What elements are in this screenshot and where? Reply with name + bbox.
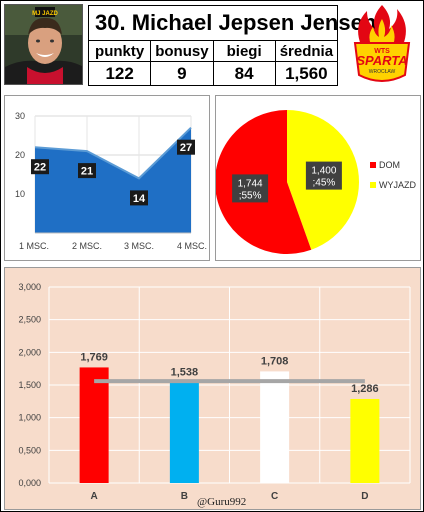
area-x-tick-label: 1 MSC.	[19, 241, 49, 251]
pie-legend-label: DOM	[379, 160, 400, 170]
area-x-tick-label: 2 MSC.	[72, 241, 102, 251]
area-x-tick-label: 4 MSC.	[177, 241, 207, 251]
stat-value-points: 122	[87, 61, 152, 86]
area-data-label-box	[31, 159, 49, 175]
pie-data-label: 1,400	[311, 166, 336, 177]
area-x-tick-label: 3 MSC.	[124, 241, 154, 251]
bar-y-tick-label: 0,000	[18, 478, 41, 488]
area-data-label: 14	[133, 193, 146, 205]
area-data-label-box	[130, 190, 148, 206]
stat-header-average: średnia	[274, 40, 339, 62]
area-series-fill	[35, 127, 191, 233]
area-data-label: 27	[180, 142, 192, 154]
area-chart-panel: 30 20 10 22 21 14 27 1 MSC. 2 MSC. 3 MSC. 4 MSC.	[4, 95, 210, 261]
area-y-tick-label: 30	[15, 111, 25, 121]
bar-x-tick-label: A	[91, 491, 98, 502]
pie-data-label: ;45%	[312, 178, 335, 189]
logo-prefix: WTS	[374, 48, 390, 55]
bar-chart: 3,000 2,500 2,000 1,500 1,000 0,500 0,000 1,769…	[18, 282, 411, 502]
area-data-label: 21	[81, 166, 93, 178]
team-logo-image: WTS SPARTA WROCŁAW	[353, 5, 411, 82]
bar-chart-panel: 3,000 2,500 2,000 1,500 1,000 0,500 0,000 1,769…	[4, 267, 421, 510]
pie-legend-label: WYJAZD	[379, 180, 416, 190]
bar-y-tick-label: 1,500	[18, 380, 41, 390]
bar	[260, 371, 290, 483]
bar	[350, 398, 380, 483]
area-chart: 30 20 10 22 21 14 27 1 MSC. 2 MSC. 3 MSC. 4 MSC.	[15, 111, 207, 251]
player-photo: MJ JAZD	[4, 4, 83, 85]
stat-value-average: 1,560	[274, 61, 339, 86]
bar-value-label: 1,538	[171, 367, 199, 379]
bar	[169, 382, 199, 483]
stat-value-heats: 84	[212, 61, 276, 86]
bar-x-tick-label: D	[361, 491, 368, 502]
area-data-label: 22	[34, 162, 46, 174]
pie-data-label-box	[305, 161, 342, 190]
pie-chart-panel: 1,400 ;45% 1,744 ;55% DOM WYJAZD	[215, 95, 421, 261]
pie-data-label: ;55%	[239, 190, 262, 201]
pie-data-label-box	[232, 174, 269, 203]
area-series-line	[34, 126, 192, 180]
bar-y-tick-label: 3,000	[18, 282, 41, 292]
bar-x-tick-label: B	[181, 491, 188, 502]
bar-y-tick-label: 2,000	[18, 347, 41, 357]
bar-y-tick-label: 1,000	[18, 413, 41, 423]
area-y-tick-label: 10	[15, 189, 25, 199]
bar	[79, 367, 109, 483]
bar-x-tick-label: C	[271, 491, 278, 502]
logo-city: WROCŁAW	[369, 69, 396, 75]
team-logo: WTS SPARTA WROCŁAW	[341, 3, 423, 87]
bar-value-label: 1,708	[261, 355, 289, 367]
credit-text: @Guru992	[197, 496, 247, 508]
pie-chart: 1,400;45% 1,744;55% DOM WYJAZD	[216, 110, 416, 254]
stat-value-bonuses: 9	[150, 61, 214, 86]
bar-y-tick-label: 2,500	[18, 315, 41, 325]
area-y-tick-label: 20	[15, 150, 25, 160]
stat-header-heats: biegi	[212, 40, 276, 62]
logo-team-name: SPARTA	[356, 53, 407, 68]
area-data-label-box	[78, 163, 96, 179]
pie-legend-swatch	[370, 162, 376, 168]
stat-header-bonuses: bonusy	[150, 40, 214, 62]
shirt-text: MJ JAZD	[32, 11, 58, 17]
player-photo-image: MJ JAZD	[5, 5, 82, 84]
stats-table: punkty bonusy biegi średnia 122 9 84 1,5…	[87, 40, 339, 86]
pie-legend-swatch	[370, 182, 376, 188]
stat-header-points: punkty	[87, 40, 152, 62]
pie-data-label: 1,744	[238, 178, 263, 189]
bar-value-label: 1,769	[80, 351, 108, 363]
area-data-label-box	[177, 139, 195, 155]
bar-y-tick-label: 0,500	[18, 445, 41, 455]
player-name: 30. Michael Jepsen Jensen	[88, 5, 376, 41]
bar-value-label: 1,286	[351, 383, 379, 395]
